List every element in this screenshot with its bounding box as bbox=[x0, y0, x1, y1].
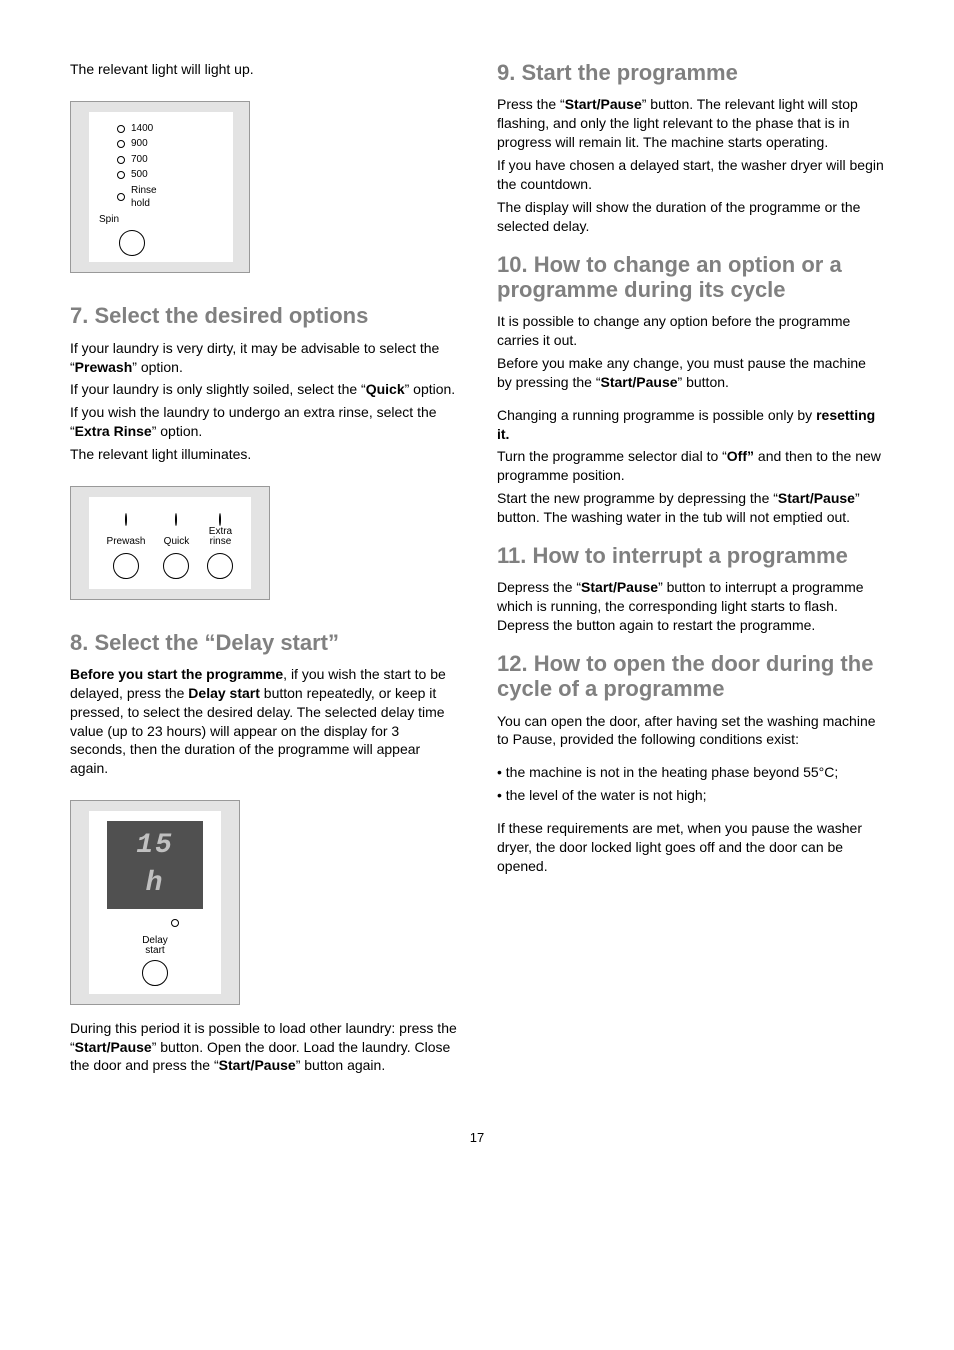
body-text: If you have chosen a delayed start, the … bbox=[497, 156, 884, 194]
body-text: If your laundry is very dirty, it may be… bbox=[70, 339, 457, 377]
body-text: The display will show the duration of th… bbox=[497, 198, 884, 236]
heading-7: 7. Select the desired options bbox=[70, 303, 457, 328]
lcd-display: 15 h bbox=[107, 821, 203, 909]
led-icon bbox=[117, 156, 125, 164]
body-text: If these requirements are met, when you … bbox=[497, 819, 884, 876]
body-text: You can open the door, after having set … bbox=[497, 712, 884, 750]
body-text: If your laundry is only slightly soiled,… bbox=[70, 380, 457, 399]
dial-icon bbox=[207, 553, 233, 579]
body-text: Changing a running programme is possible… bbox=[497, 406, 884, 444]
led-icon bbox=[219, 513, 221, 526]
body-text: It is possible to change any option befo… bbox=[497, 312, 884, 350]
body-text: Press the “Start/Pause” button. The rele… bbox=[497, 95, 884, 152]
body-text: Before you make any change, you must pau… bbox=[497, 354, 884, 392]
body-text: Before you start the programme, if you w… bbox=[70, 665, 457, 778]
intro-text: The relevant light will light up. bbox=[70, 60, 457, 79]
led-icon bbox=[117, 140, 125, 148]
spin-panel: 1400 900 700 500 Rinsehold Spin bbox=[70, 101, 250, 274]
body-text: The relevant light illuminates. bbox=[70, 445, 457, 464]
heading-11: 11. How to interrupt a programme bbox=[497, 543, 884, 568]
led-icon bbox=[117, 193, 125, 201]
option-label: Extrarinse bbox=[207, 527, 233, 549]
dial-icon bbox=[113, 553, 139, 579]
heading-12: 12. How to open the door during the cycl… bbox=[497, 651, 884, 702]
spin-label: Spin bbox=[99, 213, 219, 227]
dial-icon bbox=[119, 230, 145, 256]
bullet-text: • the level of the water is not high; bbox=[497, 786, 884, 805]
led-icon bbox=[117, 125, 125, 133]
led-icon bbox=[117, 171, 125, 179]
heading-8: 8. Select the “Delay start” bbox=[70, 630, 457, 655]
speed-label: 900 bbox=[131, 137, 148, 151]
bullet-text: • the machine is not in the heating phas… bbox=[497, 763, 884, 782]
heading-9: 9. Start the programme bbox=[497, 60, 884, 85]
heading-10: 10. How to change an option or a program… bbox=[497, 252, 884, 303]
delay-label: Delaystart bbox=[107, 936, 203, 956]
led-icon bbox=[175, 513, 177, 526]
rinse-hold-label: Rinsehold bbox=[131, 184, 157, 211]
body-text: Start the new programme by depressing th… bbox=[497, 489, 884, 527]
page-number: 17 bbox=[70, 1129, 884, 1147]
dial-icon bbox=[163, 553, 189, 579]
option-label: Prewash bbox=[107, 527, 146, 549]
options-panel: Prewash Quick Extrarinse bbox=[70, 486, 270, 600]
speed-label: 1400 bbox=[131, 122, 153, 136]
body-text: Depress the “Start/Pause” button to inte… bbox=[497, 578, 884, 635]
option-label: Quick bbox=[163, 527, 189, 549]
speed-label: 500 bbox=[131, 168, 148, 182]
led-icon bbox=[125, 513, 127, 526]
delay-panel: 15 h Delaystart bbox=[70, 800, 240, 1004]
led-icon bbox=[171, 919, 179, 927]
dial-icon bbox=[142, 960, 168, 986]
body-text: If you wish the laundry to undergo an ex… bbox=[70, 403, 457, 441]
body-text: Turn the programme selector dial to “Off… bbox=[497, 447, 884, 485]
body-text: During this period it is possible to loa… bbox=[70, 1019, 457, 1076]
speed-label: 700 bbox=[131, 153, 148, 167]
